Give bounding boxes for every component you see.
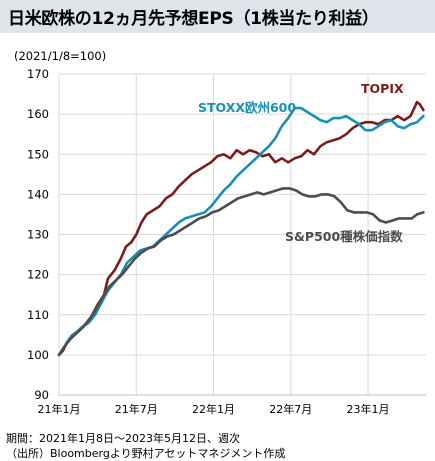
series-line [57, 100, 425, 357]
x-tick-label: 21年7月 [115, 402, 158, 416]
y-tick-label: 130 [27, 228, 49, 242]
y-tick-label: 100 [27, 348, 49, 362]
series-line [57, 187, 425, 357]
y-tick-label: 140 [27, 187, 49, 201]
footer-period: 期間：2021年1月8日～2023年5月12日、週次 [6, 432, 240, 445]
series-label: TOPIX [361, 81, 404, 96]
chart-title: 日米欧株の12ヵ月先予想EPS（1株当たり利益） [8, 9, 379, 29]
x-tick-label: 21年1月 [38, 402, 81, 416]
y-tick-label: 90 [34, 388, 49, 402]
series-label: STOXX欧州600 [198, 100, 296, 115]
y-tick-label: 160 [27, 107, 49, 121]
footer-source: （出所）Bloombergより野村アセットマネジメント作成 [6, 447, 286, 460]
y-tick-label: 170 [27, 67, 49, 81]
x-tick-label: 22年1月 [192, 402, 235, 416]
y-tick-label: 120 [27, 268, 49, 282]
y-tick-label: 150 [27, 147, 49, 161]
y-tick-label: 110 [27, 308, 49, 322]
title-bar: 日米欧株の12ヵ月先予想EPS（1株当たり利益） [0, 0, 435, 33]
series-label: S&P500種株価指数 [285, 229, 403, 244]
x-tick-label: 23年1月 [347, 402, 390, 416]
base-note: (2021/1/8=100) [14, 49, 107, 63]
x-tick-label: 22年7月 [269, 402, 312, 416]
